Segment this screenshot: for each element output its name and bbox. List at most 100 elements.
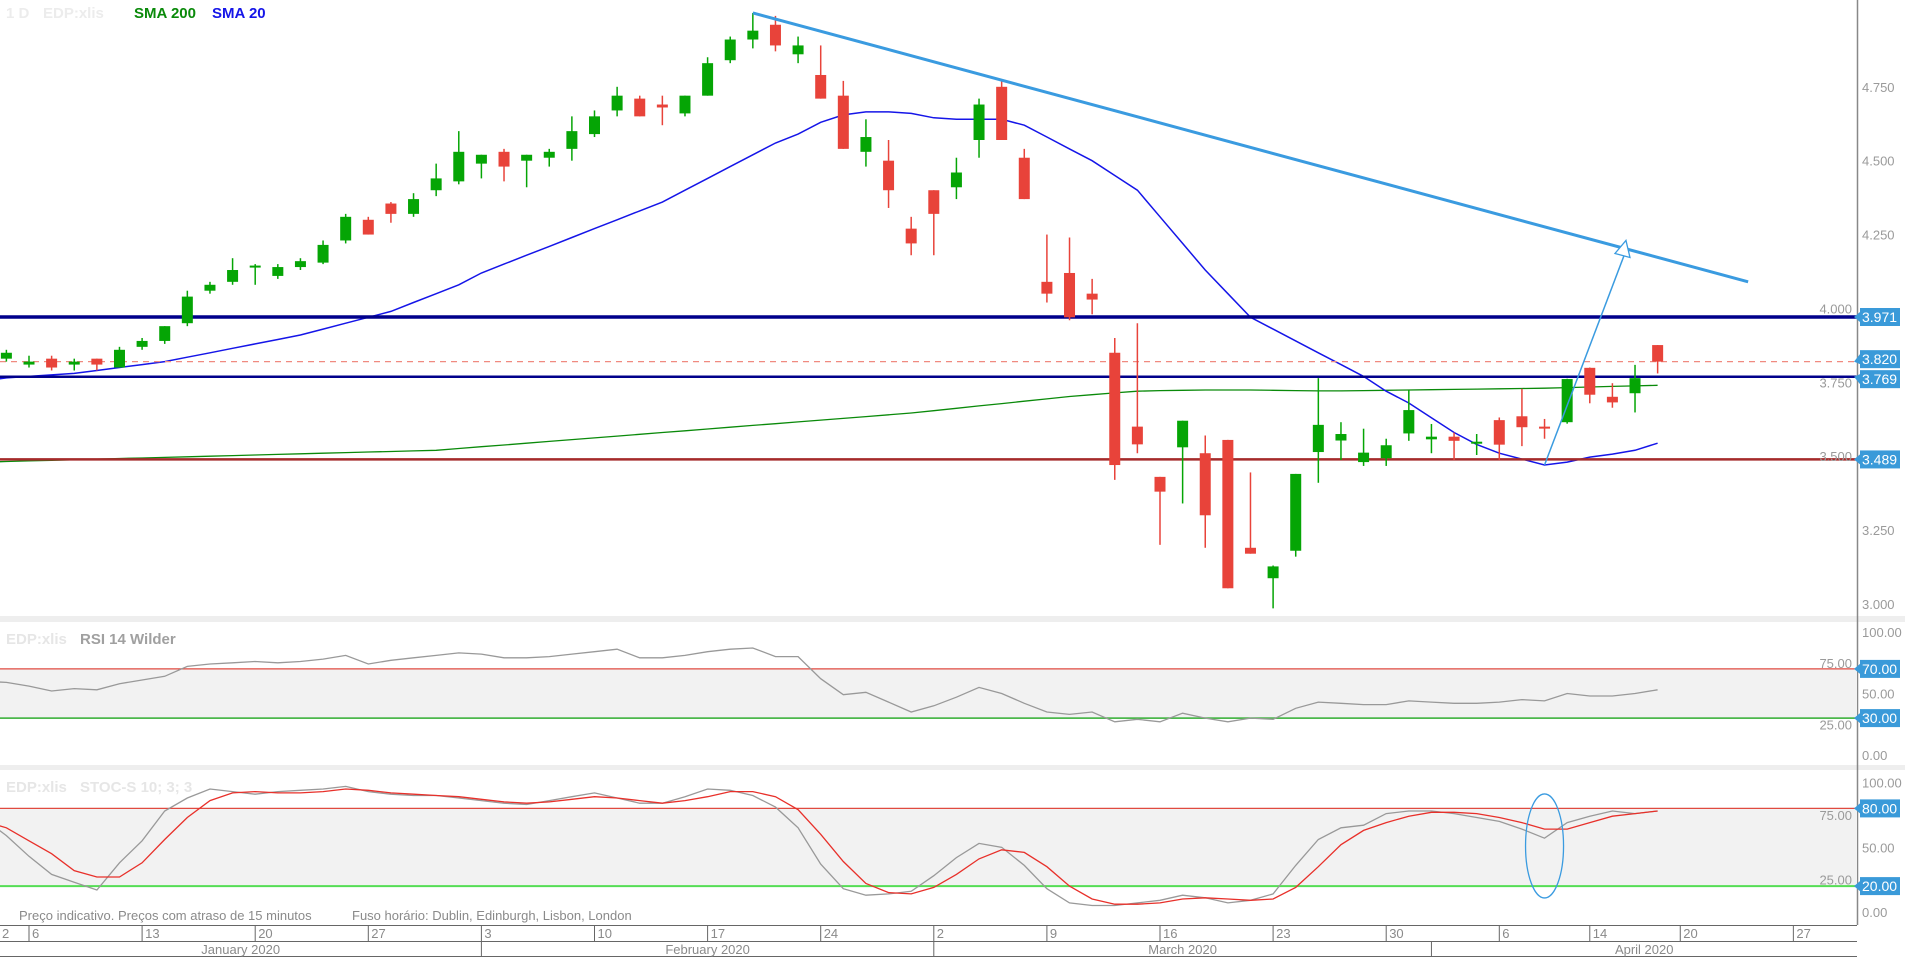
- resistance-badge[interactable]: 3.971: [1854, 308, 1900, 326]
- trendline[interactable]: [752, 11, 1749, 284]
- candle[interactable]: [1086, 278, 1098, 315]
- candle[interactable]: [136, 337, 148, 350]
- candle[interactable]: [837, 80, 849, 149]
- candle[interactable]: [204, 281, 216, 294]
- candle[interactable]: [883, 139, 895, 208]
- candle[interactable]: [543, 148, 555, 167]
- day-tick-label[interactable]: 20: [258, 926, 272, 941]
- candle[interactable]: [1199, 435, 1211, 548]
- last-price-badge[interactable]: 3.820: [1854, 350, 1900, 369]
- stoch-title[interactable]: STOC-S 10; 3; 3: [80, 779, 192, 796]
- day-tick-label[interactable]: 6: [32, 926, 39, 941]
- rsi-oversold-badge[interactable]: 30.00: [1854, 709, 1900, 728]
- candle[interactable]: [815, 45, 827, 99]
- candle[interactable]: [23, 355, 35, 368]
- day-tick-label[interactable]: 6: [1502, 926, 1509, 941]
- day-tick-label[interactable]: 10: [598, 926, 612, 941]
- day-tick-label[interactable]: 27: [371, 926, 385, 941]
- candle[interactable]: [1109, 337, 1121, 480]
- candle[interactable]: [589, 110, 600, 138]
- day-tick-label[interactable]: 14: [1593, 926, 1607, 941]
- projection-arrow-line[interactable]: [1543, 250, 1627, 466]
- candle[interactable]: [950, 157, 962, 200]
- day-tick-label[interactable]: 27: [1796, 926, 1810, 941]
- candle[interactable]: [1064, 237, 1076, 321]
- day-tick-label[interactable]: 2: [937, 926, 944, 941]
- candle[interactable]: [498, 148, 510, 182]
- candle[interactable]: [317, 240, 329, 265]
- candle[interactable]: [611, 86, 623, 117]
- candle[interactable]: [724, 36, 736, 64]
- candle[interactable]: [769, 15, 781, 52]
- candle[interactable]: [679, 95, 691, 117]
- date-axis[interactable]: 2 6 13 20 27 3 10 17 24 2 9 16 23 30 6 14 20 27 January 20…: [0, 925, 1905, 957]
- candle[interactable]: [747, 12, 759, 49]
- candle[interactable]: [227, 258, 239, 285]
- candle[interactable]: [996, 80, 1008, 140]
- stochastic-panel[interactable]: [0, 785, 1857, 907]
- support-upper-badge[interactable]: 3.769: [1854, 370, 1900, 389]
- sma200-legend[interactable]: SMA 200: [134, 5, 196, 22]
- candle[interactable]: [46, 355, 58, 371]
- sma20-legend[interactable]: SMA 20: [212, 5, 266, 22]
- day-tick-label[interactable]: 2: [2, 926, 9, 941]
- candle[interactable]: [430, 163, 442, 197]
- candle[interactable]: [1403, 389, 1415, 441]
- rsi-overbought-badge[interactable]: 70.00: [1854, 659, 1900, 678]
- candle[interactable]: [91, 358, 103, 371]
- panel-separator[interactable]: [0, 765, 1905, 770]
- candle[interactable]: [1539, 418, 1551, 439]
- candle[interactable]: [1267, 565, 1279, 609]
- rsi-title[interactable]: RSI 14 Wilder: [80, 631, 176, 648]
- day-tick-label[interactable]: 13: [145, 926, 159, 941]
- candle[interactable]: [1606, 383, 1618, 408]
- candle[interactable]: [159, 326, 171, 344]
- candle[interactable]: [0, 349, 12, 362]
- candle[interactable]: [702, 57, 714, 96]
- interval-label[interactable]: 1 D: [6, 5, 30, 22]
- candle[interactable]: [249, 264, 261, 285]
- candle[interactable]: [1380, 438, 1392, 466]
- symbol-label[interactable]: EDP:xlis: [43, 5, 104, 22]
- candle[interactable]: [1335, 422, 1347, 461]
- day-tick-label[interactable]: 23: [1276, 926, 1290, 941]
- day-tick-label[interactable]: 3: [484, 926, 491, 941]
- day-tick-label[interactable]: 30: [1389, 926, 1403, 941]
- candle[interactable]: [1131, 323, 1143, 454]
- stoch-annotation-ellipse[interactable]: [1524, 793, 1565, 899]
- candle[interactable]: [68, 358, 80, 371]
- rsi-panel[interactable]: [0, 647, 1857, 723]
- candle[interactable]: [973, 98, 985, 158]
- candle[interactable]: [1041, 234, 1053, 303]
- candle[interactable]: [1652, 345, 1664, 374]
- candle[interactable]: [408, 193, 420, 217]
- candle[interactable]: [1584, 367, 1596, 404]
- candle[interactable]: [362, 216, 374, 235]
- candle[interactable]: [1629, 364, 1641, 413]
- candle[interactable]: [1177, 420, 1189, 504]
- candle[interactable]: [928, 190, 940, 256]
- candle[interactable]: [453, 131, 465, 185]
- candle[interactable]: [634, 95, 646, 117]
- month-label[interactable]: April 2020: [1615, 942, 1674, 957]
- candle[interactable]: [385, 202, 397, 223]
- month-label[interactable]: January 2020: [201, 942, 280, 957]
- candle[interactable]: [1222, 439, 1234, 589]
- day-tick-label[interactable]: 17: [711, 926, 725, 941]
- candle[interactable]: [1425, 423, 1437, 454]
- candle[interactable]: [181, 290, 193, 327]
- support-lower-badge[interactable]: 3.489: [1854, 450, 1900, 469]
- price-panel[interactable]: [0, 11, 1857, 609]
- candle[interactable]: [521, 154, 533, 188]
- candle[interactable]: [1471, 434, 1483, 455]
- candle[interactable]: [1561, 378, 1573, 424]
- candle[interactable]: [1018, 148, 1030, 200]
- candle[interactable]: [475, 154, 487, 179]
- stoch-oversold-badge[interactable]: 20.00: [1854, 877, 1900, 896]
- day-tick-label[interactable]: 20: [1683, 926, 1697, 941]
- stoch-overbought-badge[interactable]: 80.00: [1854, 799, 1900, 818]
- candle[interactable]: [656, 95, 668, 126]
- month-label[interactable]: February 2020: [665, 942, 750, 957]
- candle[interactable]: [1493, 417, 1505, 461]
- candle[interactable]: [113, 346, 125, 368]
